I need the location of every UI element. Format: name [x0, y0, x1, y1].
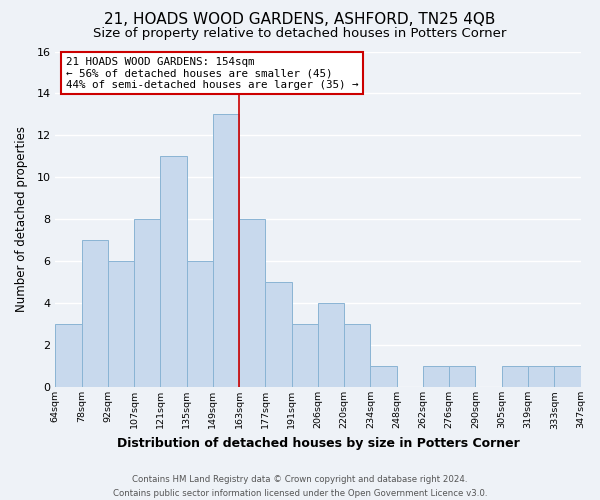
Text: Size of property relative to detached houses in Potters Corner: Size of property relative to detached ho…	[94, 28, 506, 40]
Bar	[134, 220, 160, 388]
Bar	[344, 324, 370, 388]
Bar	[265, 282, 292, 388]
Y-axis label: Number of detached properties: Number of detached properties	[15, 126, 28, 312]
Bar	[160, 156, 187, 388]
Bar	[554, 366, 581, 388]
Text: 21, HOADS WOOD GARDENS, ASHFORD, TN25 4QB: 21, HOADS WOOD GARDENS, ASHFORD, TN25 4Q…	[104, 12, 496, 28]
Bar	[318, 304, 344, 388]
Bar	[449, 366, 475, 388]
X-axis label: Distribution of detached houses by size in Potters Corner: Distribution of detached houses by size …	[116, 437, 519, 450]
Bar	[423, 366, 449, 388]
Bar	[239, 220, 265, 388]
Bar	[502, 366, 528, 388]
Bar	[108, 262, 134, 388]
Bar	[187, 262, 213, 388]
Text: Contains HM Land Registry data © Crown copyright and database right 2024.
Contai: Contains HM Land Registry data © Crown c…	[113, 476, 487, 498]
Bar	[82, 240, 108, 388]
Bar	[213, 114, 239, 388]
Bar	[292, 324, 318, 388]
Bar	[528, 366, 554, 388]
Bar	[370, 366, 397, 388]
Bar	[55, 324, 82, 388]
Text: 21 HOADS WOOD GARDENS: 154sqm
← 56% of detached houses are smaller (45)
44% of s: 21 HOADS WOOD GARDENS: 154sqm ← 56% of d…	[66, 56, 358, 90]
